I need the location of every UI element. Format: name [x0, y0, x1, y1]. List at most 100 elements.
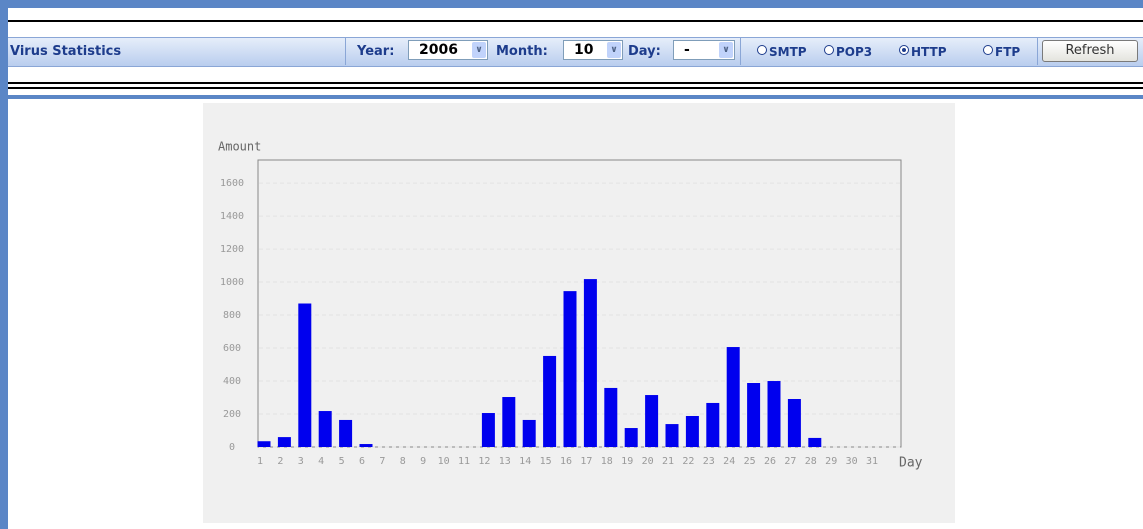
month-value: 10 [574, 42, 594, 58]
plot-area [257, 159, 902, 448]
bar [787, 399, 801, 447]
x-tick-label: 5 [339, 456, 345, 467]
bar [277, 437, 291, 447]
x-tick-label: 31 [866, 456, 878, 467]
bar [502, 397, 516, 447]
x-tick-label: 10 [438, 456, 450, 467]
month-select[interactable]: 10 ∨ [563, 40, 623, 60]
x-tick-label: 29 [825, 456, 837, 467]
y-tick-label: 1400 [220, 211, 244, 222]
rule [8, 87, 1143, 89]
x-tick-label: 11 [458, 456, 470, 467]
x-axis-label: Day [899, 456, 923, 471]
separator-bar [8, 95, 1143, 99]
bar [318, 411, 332, 447]
toolbar-title: Virus Statistics [10, 44, 122, 59]
radio-label: POP3 [836, 45, 873, 59]
y-tick-label: 600 [223, 343, 241, 354]
bar [645, 395, 659, 447]
bar [298, 303, 312, 447]
bar [522, 419, 536, 447]
x-tick-label: 30 [846, 456, 858, 467]
x-tick-label: 15 [540, 456, 552, 467]
x-tick-label: 16 [560, 456, 572, 467]
x-tick-label: 27 [784, 456, 796, 467]
radio[interactable] [899, 45, 909, 55]
x-tick-label: 18 [601, 456, 613, 467]
top-bar [0, 0, 1143, 8]
x-tick-label: 25 [744, 456, 756, 467]
bar [604, 387, 618, 447]
radio-label: HTTP [911, 45, 947, 59]
bar [685, 415, 699, 447]
day-select[interactable]: - ∨ [673, 40, 735, 60]
refresh-button[interactable]: Refresh [1042, 40, 1138, 62]
x-tick-label: 7 [379, 456, 385, 467]
day-value: - [684, 42, 690, 58]
dropdown-arrow: ∨ [607, 42, 621, 58]
y-tick-label: 1000 [220, 277, 244, 288]
y-tick-label: 400 [223, 376, 241, 387]
x-tick-label: 19 [621, 456, 633, 467]
x-tick-label: 4 [318, 456, 324, 467]
y-axis-label: Amount [218, 140, 261, 154]
x-tick-label: 21 [662, 456, 674, 467]
x-tick-label: 23 [703, 456, 715, 467]
radio-label: SMTP [769, 45, 807, 59]
rule [8, 82, 1143, 84]
divider [740, 38, 741, 65]
x-tick-label: 20 [642, 456, 654, 467]
day-label: Day: [628, 44, 661, 59]
x-tick-label: 6 [359, 456, 365, 467]
bar [563, 291, 577, 447]
y-tick-label: 1200 [220, 244, 244, 255]
x-tick-label: 24 [723, 456, 735, 467]
year-value: 2006 [419, 42, 458, 58]
bar [747, 383, 761, 447]
radio[interactable] [983, 45, 993, 55]
radio-label: FTP [995, 45, 1021, 59]
x-tick-label: 22 [682, 456, 694, 467]
x-tick-label: 9 [420, 456, 426, 467]
bar [257, 441, 271, 447]
y-tick-label: 800 [223, 310, 241, 321]
bar [767, 381, 781, 447]
y-tick-label: 1600 [220, 178, 244, 189]
month-label: Month: [496, 44, 548, 59]
year-label: Year: [357, 44, 395, 59]
rule [8, 20, 1143, 22]
x-tick-label: 1 [257, 456, 263, 467]
divider [1037, 38, 1038, 65]
left-border [0, 0, 8, 529]
dropdown-arrow: ∨ [472, 42, 486, 58]
bar [726, 347, 740, 447]
bar [583, 279, 597, 447]
y-tick-label: 0 [229, 442, 235, 453]
x-tick-label: 17 [580, 456, 592, 467]
dropdown-arrow: ∨ [719, 42, 733, 58]
x-tick-label: 26 [764, 456, 776, 467]
bar [624, 428, 638, 447]
x-tick-label: 2 [277, 456, 283, 467]
bar [706, 402, 720, 447]
bar [543, 355, 557, 447]
radio[interactable] [824, 45, 834, 55]
bar [665, 424, 679, 447]
y-tick-label: 200 [223, 409, 241, 420]
bar [481, 413, 495, 447]
x-tick-label: 14 [519, 456, 531, 467]
bar [808, 437, 822, 447]
x-tick-label: 28 [805, 456, 817, 467]
bar [339, 419, 353, 447]
x-tick-label: 8 [400, 456, 406, 467]
x-tick-label: 3 [298, 456, 304, 467]
year-select[interactable]: 2006 ∨ [408, 40, 488, 60]
x-tick-label: 13 [499, 456, 511, 467]
x-tick-label: 12 [478, 456, 490, 467]
divider [345, 38, 346, 65]
radio[interactable] [757, 45, 767, 55]
bar [359, 444, 373, 447]
